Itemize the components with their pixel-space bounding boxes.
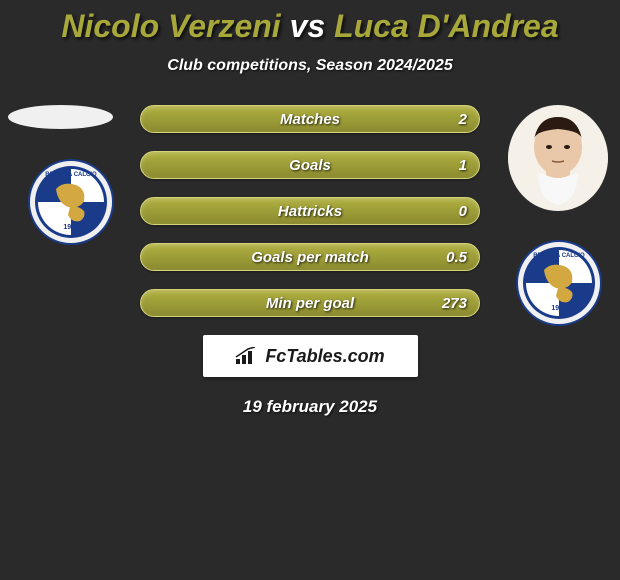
stat-value: 2 [459,111,467,128]
svg-text:BRESCIA CALCIO: BRESCIA CALCIO [533,253,585,259]
player-face-icon [508,105,608,211]
comparison-card: Nicolo Verzeni vs Luca D'Andrea Club com… [0,0,620,417]
stat-bar: Matches 2 [140,105,480,133]
player1-club-badge: BRESCIA CALCIO 1911 [28,159,114,245]
chart-icon [235,347,259,365]
stat-bar: Goals 1 [140,151,480,179]
player1-avatar [8,105,113,129]
stat-value: 0.5 [446,249,467,266]
stat-label: Matches [280,111,340,128]
stat-value: 1 [459,157,467,174]
svg-text:1911: 1911 [63,224,78,231]
player1-name: Nicolo Verzeni [61,8,280,44]
player2-name: Luca D'Andrea [334,8,559,44]
stat-value: 273 [442,295,467,312]
club-crest-icon: BRESCIA CALCIO 1911 [516,240,602,326]
vs-text: vs [290,8,326,44]
stat-label: Goals [289,157,331,174]
stat-bar: Goals per match 0.5 [140,243,480,271]
stat-label: Hattricks [278,203,342,220]
content-area: BRESCIA CALCIO 1911 BRESCIA CALCIO 1911 … [0,105,620,417]
svg-text:BRESCIA CALCIO: BRESCIA CALCIO [45,172,97,178]
stat-bar: Hattricks 0 [140,197,480,225]
date-text: 19 february 2025 [0,397,620,417]
club-crest-icon: BRESCIA CALCIO 1911 [28,159,114,245]
stat-bar: Min per goal 273 [140,289,480,317]
subtitle: Club competitions, Season 2024/2025 [0,57,620,75]
stats-bars: Matches 2 Goals 1 Hattricks 0 Goals per … [140,105,480,317]
stat-label: Min per goal [266,295,354,312]
source-logo: FcTables.com [203,335,418,377]
stat-label: Goals per match [251,249,369,266]
svg-text:1911: 1911 [551,305,566,312]
stat-value: 0 [459,203,467,220]
player2-avatar [508,105,608,211]
logo-text: FcTables.com [265,346,384,367]
player2-club-badge: BRESCIA CALCIO 1911 [516,240,602,326]
page-title: Nicolo Verzeni vs Luca D'Andrea [0,8,620,45]
